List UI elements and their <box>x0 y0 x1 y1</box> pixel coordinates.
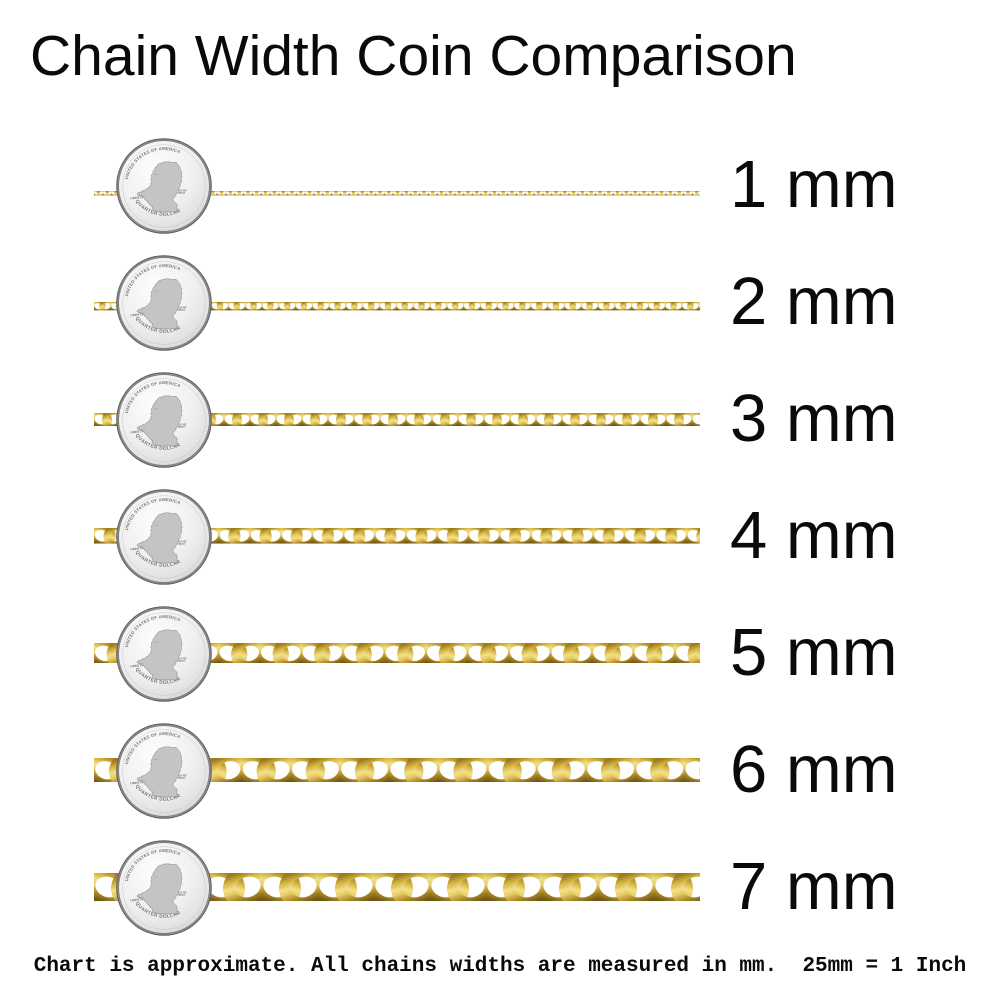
svg-text:TRUST: TRUST <box>177 427 185 429</box>
svg-text:TRUST: TRUST <box>177 895 185 897</box>
svg-text:TRUST: TRUST <box>177 778 185 780</box>
svg-text:TRUST: TRUST <box>177 661 185 663</box>
svg-text:TRUST: TRUST <box>177 544 185 546</box>
svg-text:LIBERTY: LIBERTY <box>130 663 144 668</box>
svg-text:LIBERTY: LIBERTY <box>130 897 144 902</box>
svg-text:LIBERTY: LIBERTY <box>130 429 144 434</box>
svg-text:TRUST: TRUST <box>177 310 185 312</box>
svg-text:LIBERTY: LIBERTY <box>130 546 144 551</box>
svg-text:LIBERTY: LIBERTY <box>130 312 144 317</box>
svg-text:LIBERTY: LIBERTY <box>130 780 144 785</box>
svg-text:LIBERTY: LIBERTY <box>130 195 144 200</box>
svg-text:TRUST: TRUST <box>177 193 185 195</box>
